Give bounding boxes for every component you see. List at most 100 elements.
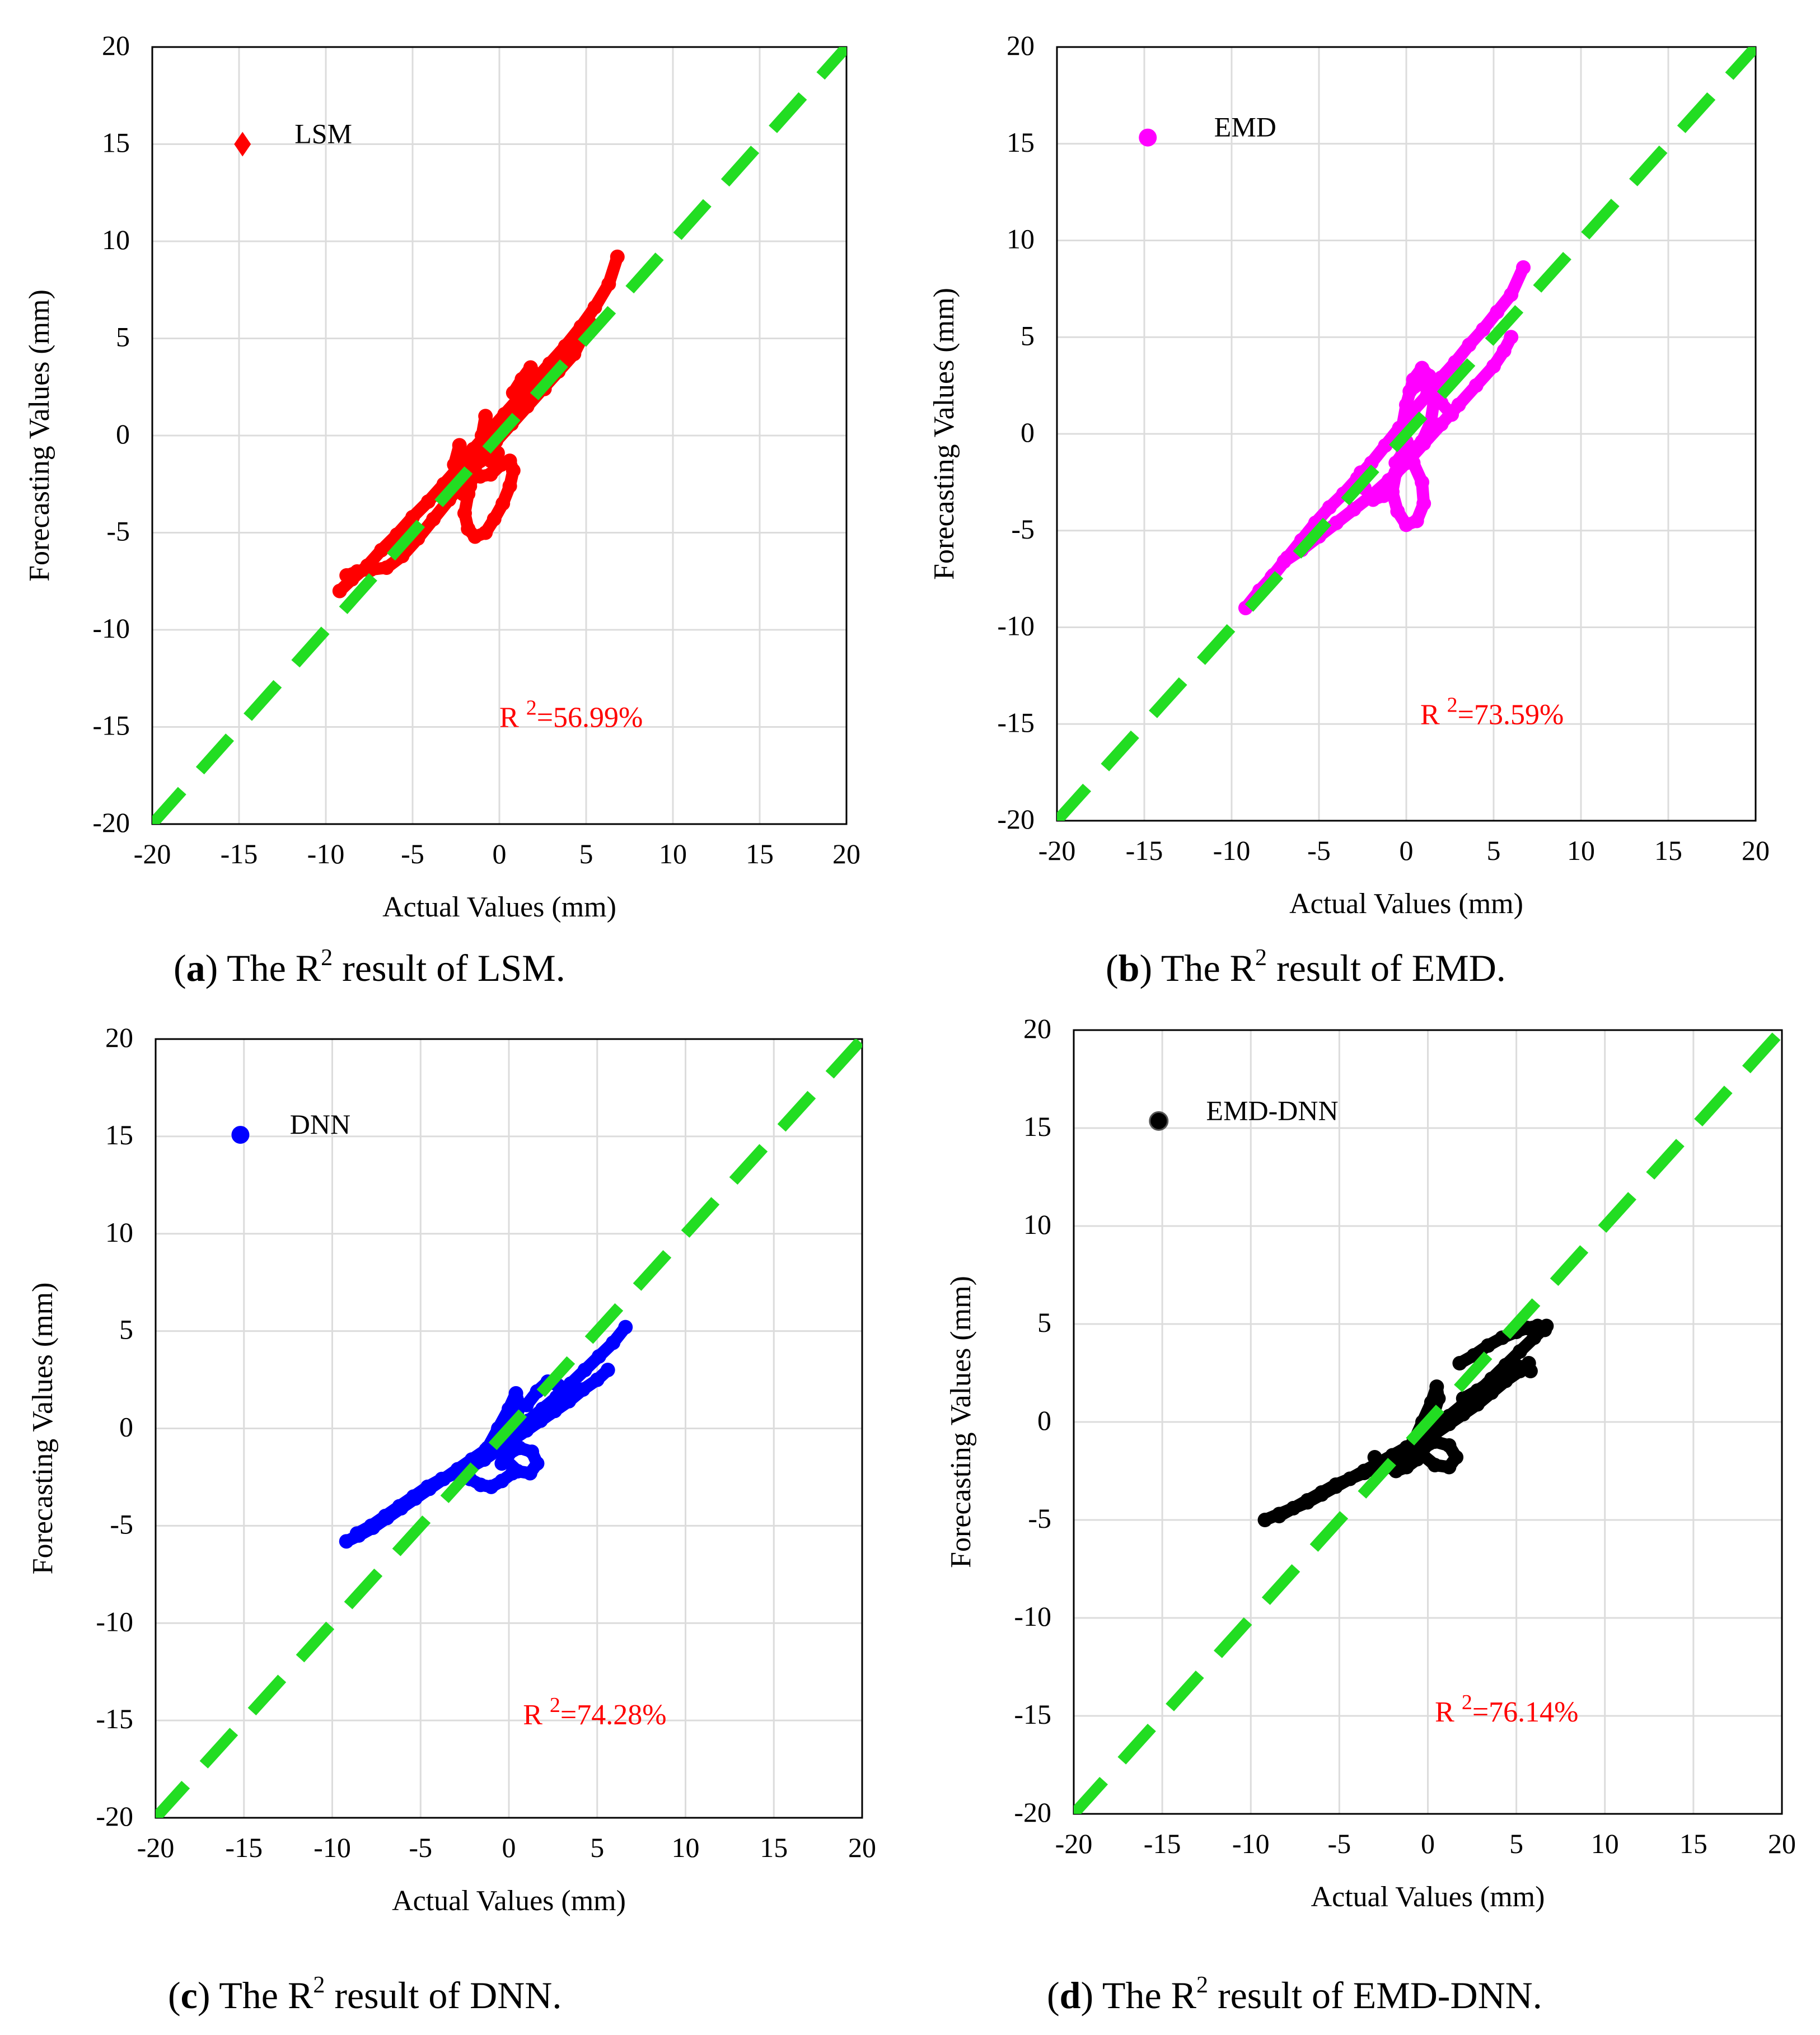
data-point — [1523, 1364, 1538, 1378]
data-point — [525, 1444, 540, 1459]
y-tick-label: -5 — [110, 1508, 133, 1540]
x-tick-label: 10 — [659, 838, 687, 869]
y-tick-label: 10 — [1023, 1209, 1051, 1240]
x-tick-label: 0 — [493, 838, 507, 869]
y-tick-label: 20 — [1023, 1013, 1051, 1044]
data-point — [447, 457, 462, 473]
data-point — [562, 339, 576, 354]
data-point — [434, 1471, 450, 1486]
data-point — [514, 372, 530, 387]
data-point — [1462, 338, 1477, 353]
x-tick-label: -5 — [401, 838, 424, 869]
r2-value: =74.28% — [560, 1699, 667, 1731]
data-point — [349, 1526, 364, 1541]
data-point — [349, 564, 364, 579]
y-tick-label: 20 — [1007, 30, 1035, 61]
data-point — [519, 1397, 534, 1412]
data-point — [1512, 1344, 1527, 1359]
data-point — [1504, 287, 1519, 302]
data-point — [533, 1413, 548, 1428]
x-tick-label: -5 — [1307, 835, 1331, 866]
x-tick-label: -10 — [1232, 1828, 1270, 1859]
data-point — [600, 1363, 615, 1378]
data-point — [1390, 504, 1405, 519]
data-point — [494, 1456, 509, 1471]
data-point — [339, 1534, 354, 1549]
chart-panel-b: -20 -15 -10 -5 0 5 10 15 20 -20 -15 -10 -5 0 5 10 15 20 Ac… — [928, 30, 1770, 920]
x-tick-label: 15 — [1679, 1828, 1707, 1859]
data-point — [1423, 383, 1438, 399]
x-tick-label: -5 — [1328, 1828, 1351, 1859]
data-point — [1442, 1416, 1457, 1431]
data-point — [1452, 1356, 1467, 1370]
data-point — [457, 506, 472, 521]
y-tick-label: 15 — [1007, 127, 1035, 158]
y-axis-title: Forecasting Values (mm) — [945, 1276, 977, 1568]
data-point — [1490, 305, 1505, 320]
data-point — [587, 300, 602, 315]
data-point — [426, 512, 441, 527]
data-point — [1428, 1434, 1443, 1449]
data-point — [378, 1508, 393, 1523]
data-point — [502, 479, 517, 494]
legend-label: LSM — [294, 118, 352, 149]
data-point — [1444, 407, 1459, 422]
data-point — [1376, 488, 1391, 503]
data-point — [1322, 500, 1337, 515]
data-point — [1364, 455, 1379, 470]
x-tick-label: 20 — [832, 838, 860, 869]
data-point — [462, 479, 478, 494]
data-point — [1415, 475, 1430, 490]
x-tick-label: 20 — [848, 1832, 876, 1863]
data-point — [1423, 415, 1438, 430]
r2-value: =56.99% — [537, 702, 643, 734]
chart-panel-a: -20 -15 -10 -5 0 5 10 15 20 -20 -15 -10 -5 0 5 10 15 20 Ac… — [24, 30, 860, 923]
plot-frame — [1056, 46, 1757, 822]
data-point — [484, 1479, 499, 1494]
y-tick-label: 20 — [102, 30, 130, 61]
reference-line — [1057, 47, 1756, 821]
data-point — [506, 385, 521, 400]
data-point — [1470, 1383, 1485, 1398]
data-layer — [1057, 47, 1756, 821]
x-tick-label: -20 — [1038, 835, 1076, 866]
data-point — [1486, 359, 1501, 374]
r2-sup: 2 — [550, 1694, 560, 1717]
chart-panel-d: -20 -15 -10 -5 0 5 10 15 20 -20 -15 -10 -5 0 5 10 15 20 Ac… — [945, 1013, 1796, 1913]
data-point — [618, 1320, 633, 1335]
legend-label: EMD — [1214, 111, 1276, 143]
data-point — [392, 1499, 407, 1514]
data-point — [1498, 1365, 1513, 1381]
plot-frame — [151, 46, 848, 825]
data-point — [1271, 1509, 1286, 1523]
data-point — [1468, 378, 1484, 393]
reference-line — [152, 47, 846, 824]
x-tick-label: 15 — [1654, 835, 1682, 866]
r2-value: =76.14% — [1472, 1696, 1579, 1728]
data-point — [495, 496, 511, 511]
data-point — [1456, 1391, 1471, 1406]
data-point — [475, 428, 489, 443]
data-point — [1378, 438, 1393, 453]
data-point — [1412, 376, 1428, 391]
data-point — [606, 1335, 621, 1350]
data-point — [548, 1404, 563, 1419]
y-axis-title: Forecasting Values (mm) — [928, 288, 960, 580]
data-point — [363, 1518, 378, 1533]
data-point — [577, 1363, 592, 1378]
y-tick-label: -15 — [92, 710, 130, 741]
x-tick-label: -15 — [225, 1832, 263, 1863]
data-layer — [156, 1039, 862, 1818]
x-tick-label: 5 — [590, 1832, 604, 1863]
legend-label: EMD-DNN — [1206, 1094, 1339, 1126]
y-tick-label: 10 — [102, 224, 130, 255]
x-tick-label: 10 — [672, 1832, 700, 1863]
r-squared-annotation: R 2=74.28% — [523, 1694, 666, 1731]
y-tick-label: 5 — [119, 1314, 133, 1345]
x-tick-label: -5 — [409, 1832, 432, 1863]
r2-base: R — [499, 702, 526, 734]
y-tick-label: -5 — [106, 516, 130, 547]
data-point — [1410, 1452, 1425, 1467]
data-layer — [1074, 1030, 1782, 1814]
